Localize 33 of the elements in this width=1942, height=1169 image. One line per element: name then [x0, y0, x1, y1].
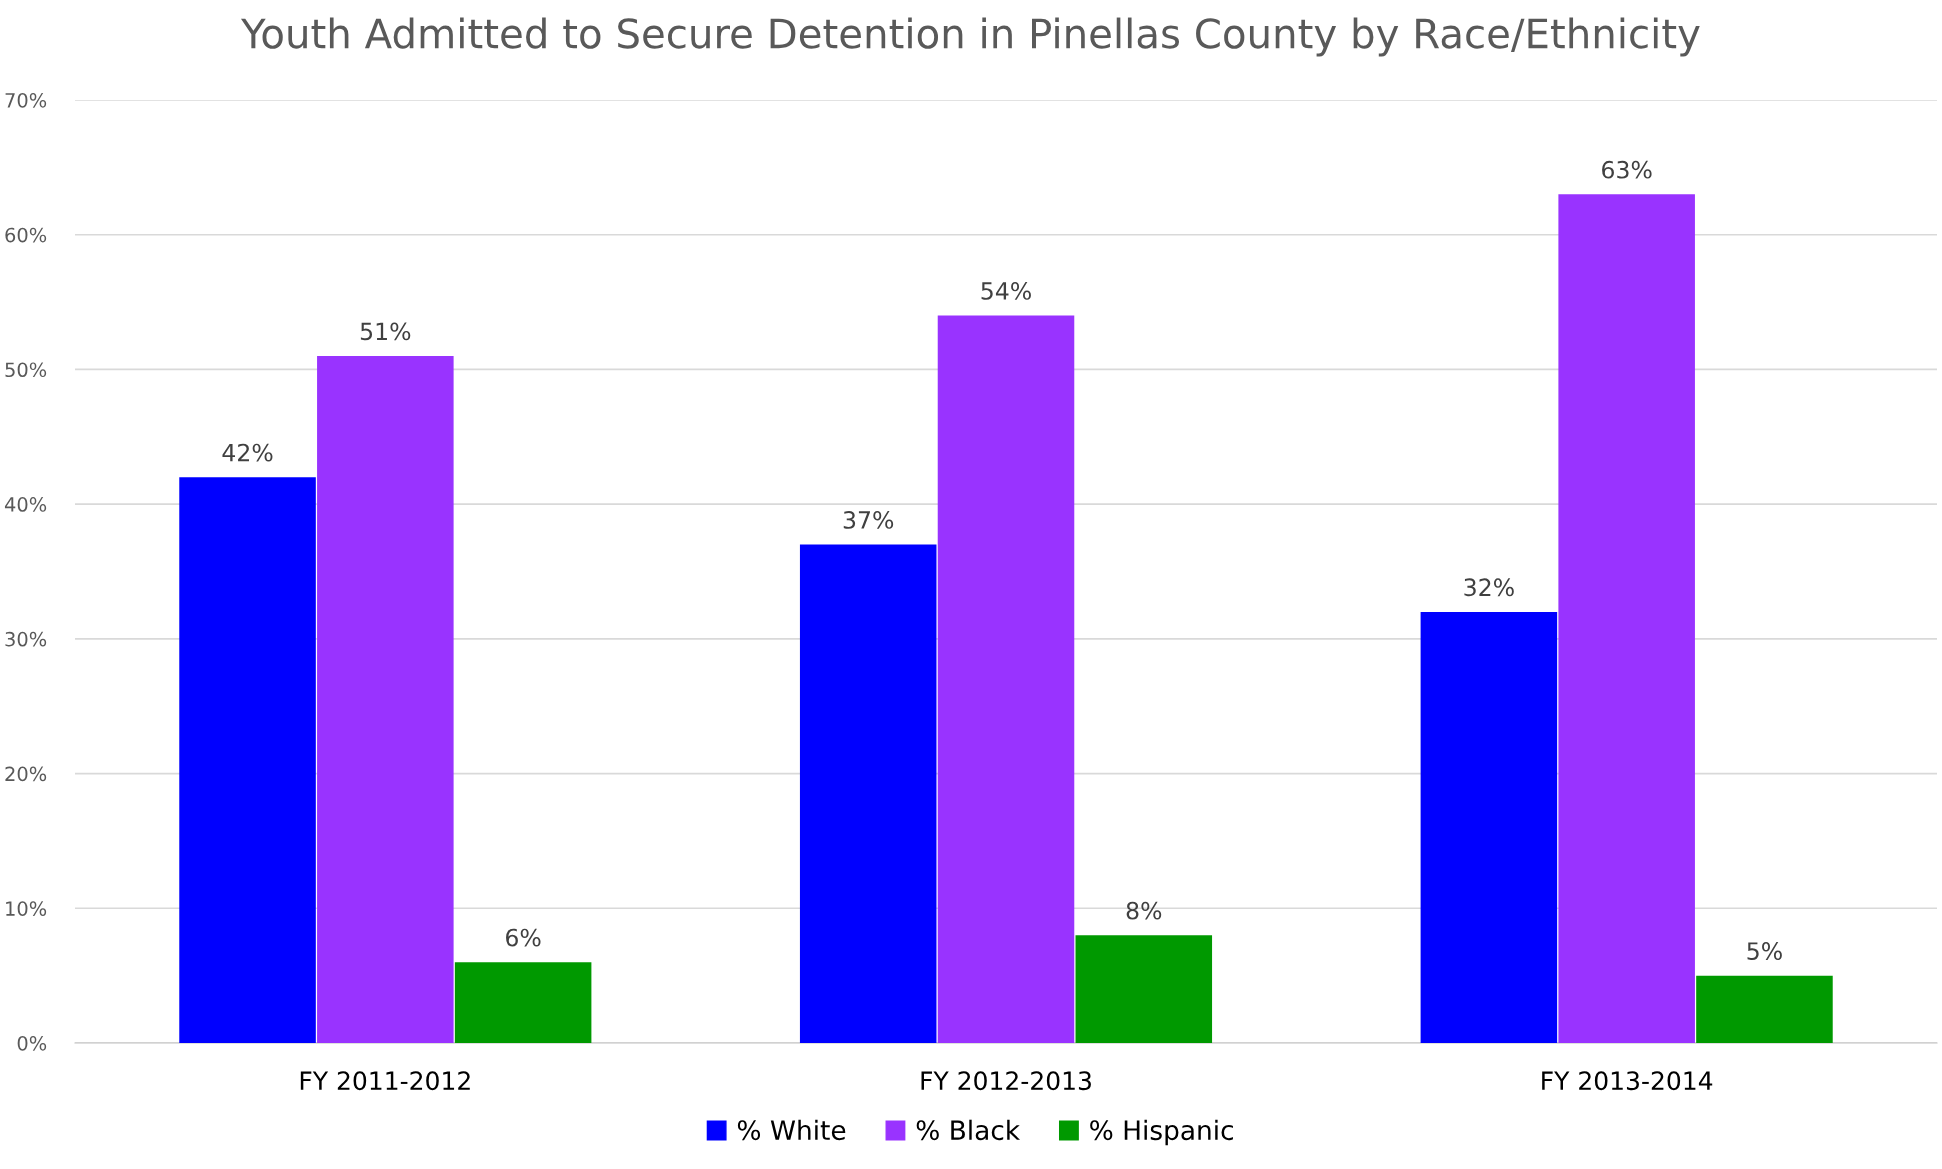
y-tick-label: 40% [4, 497, 47, 512]
data-label: 54% [981, 282, 1031, 300]
y-tick-label: 0% [17, 1035, 47, 1051]
data-label: 8% [1126, 901, 1162, 920]
bar [317, 355, 454, 1043]
y-tick-label: 20% [5, 766, 47, 782]
y-tick-label: 30% [5, 631, 47, 647]
chart-title: Youth Admitted to Secure Detention in Pinellas County by Race/Ethnicity [240, 17, 1700, 57]
data-label: 42% [222, 443, 273, 462]
data-label: 51% [360, 322, 411, 341]
data-label: 63% [1602, 160, 1652, 179]
bar [937, 315, 1075, 1043]
legend-label: % Black [916, 1119, 1021, 1141]
y-tick-label: 10% [6, 901, 47, 916]
bar [454, 962, 592, 1043]
x-tick-label: FY 2013-2014 [1542, 1071, 1713, 1091]
bar [799, 544, 937, 1043]
bar [1075, 935, 1213, 1043]
bar [1696, 975, 1833, 1043]
data-label: 37% [843, 511, 894, 529]
x-tick-label: FY 2011-2012 [300, 1071, 470, 1091]
x-tick-label: FY 2012-2013 [921, 1071, 1091, 1091]
bar [179, 477, 316, 1043]
y-tick-label: 60% [5, 227, 47, 243]
data-label: 32% [1464, 578, 1514, 597]
y-tick-label: 50% [5, 362, 47, 378]
data-label: 6% [506, 928, 541, 947]
legend-label: % Hispanic [1090, 1119, 1233, 1146]
bar [1558, 194, 1695, 1043]
y-tick-label: 70% [5, 92, 47, 108]
data-label: 5% [1747, 942, 1782, 960]
legend-label: % White [737, 1119, 846, 1141]
bar [1420, 611, 1558, 1043]
